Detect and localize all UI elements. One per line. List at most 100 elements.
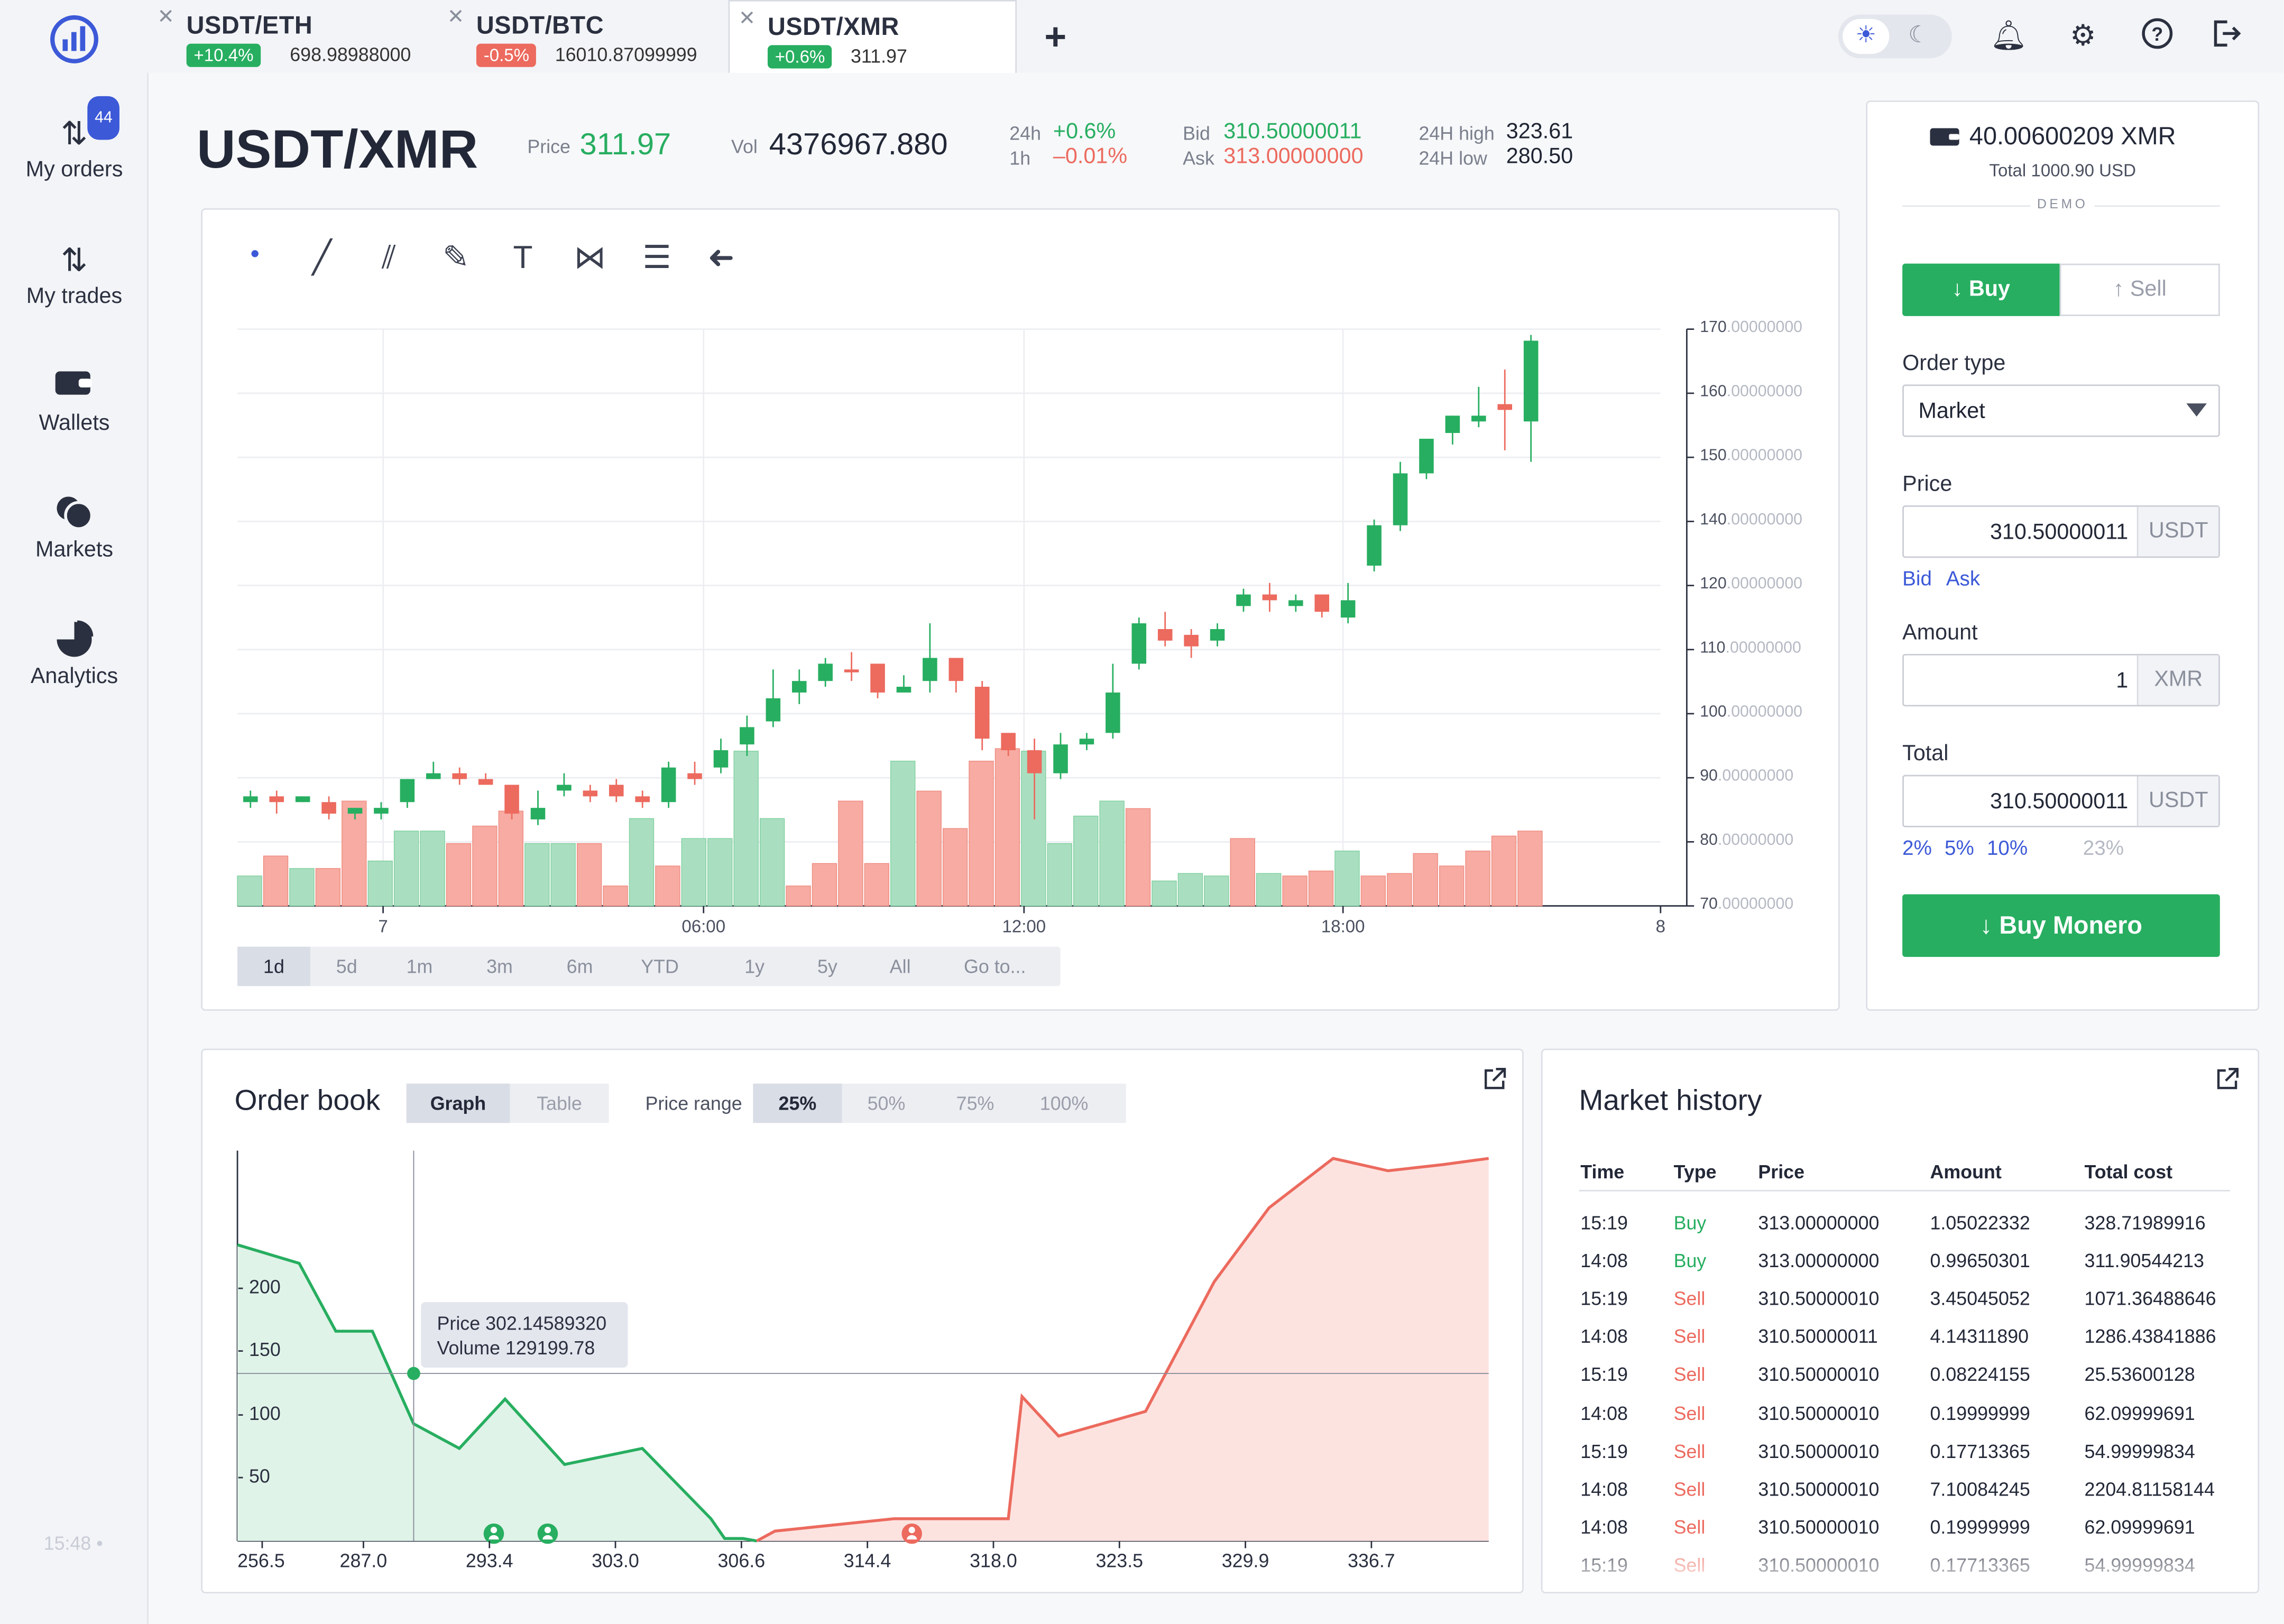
- candle-body: [478, 779, 493, 785]
- sidebar-item-markets[interactable]: Markets: [0, 494, 149, 562]
- price-range-50[interactable]: 50%: [867, 1092, 906, 1114]
- range-1y[interactable]: 1y: [744, 955, 765, 977]
- depth-y-tick: - 100: [237, 1402, 281, 1424]
- volume-bar: [524, 843, 550, 907]
- fib-tool-icon[interactable]: ⫽: [382, 238, 397, 275]
- close-icon[interactable]: ✕: [447, 4, 465, 28]
- price-cell: 310.50000010: [1758, 1440, 1880, 1462]
- tab-usdt-eth[interactable]: ✕ USDT/ETH +10.4% 698.98988000: [149, 0, 437, 73]
- price-range-100[interactable]: 100%: [1039, 1092, 1089, 1114]
- type-cell: Buy: [1673, 1212, 1707, 1234]
- range-5d[interactable]: 5d: [336, 955, 357, 977]
- close-icon[interactable]: ✕: [738, 6, 756, 30]
- candle-body: [923, 658, 937, 681]
- sidebar-item-my-orders[interactable]: ⇅ 44 My orders: [0, 96, 149, 182]
- gear-icon[interactable]: ⚙: [2070, 20, 2096, 53]
- volume-bar: [1047, 843, 1072, 907]
- pct-max-link[interactable]: 23%: [2083, 836, 2124, 860]
- candlestick-chart[interactable]: [0, 0, 1840, 1011]
- y-tick-dec: .00000000: [1725, 639, 1801, 657]
- column-header[interactable]: Amount: [1930, 1160, 2002, 1183]
- candle-body: [1210, 629, 1225, 641]
- amount-cell: 0.19999999: [1930, 1401, 2030, 1424]
- buy-monero-button[interactable]: ↓ Buy Monero: [1902, 894, 2220, 957]
- tab-usdt-btc[interactable]: ✕ USDT/BTC -0.5% 16010.87099999: [438, 0, 727, 73]
- sidebar-item-label: My orders: [25, 157, 123, 182]
- pattern-tool-icon[interactable]: ⋈: [574, 238, 606, 275]
- ask-link[interactable]: Ask: [1946, 566, 1981, 590]
- total-cell: 328.71989916: [2084, 1212, 2206, 1234]
- moon-icon[interactable]: ☾: [1908, 23, 1929, 48]
- ask-value: 313.00000000: [1223, 144, 1364, 169]
- user-order-icon-body: [542, 1535, 553, 1540]
- add-tab-button[interactable]: +: [1044, 14, 1067, 59]
- bid-link[interactable]: Bid: [1902, 566, 1932, 590]
- pct-5-link[interactable]: 5%: [1945, 836, 1974, 860]
- volume-bar: [629, 818, 655, 907]
- external-link-icon[interactable]: [2216, 1067, 2239, 1091]
- graph-view-button[interactable]: Graph: [406, 1083, 510, 1123]
- range-ytd[interactable]: YTD: [641, 955, 679, 977]
- sidebar-item-wallets[interactable]: Wallets: [0, 367, 149, 436]
- pct-10-link[interactable]: 10%: [1986, 836, 2028, 860]
- theme-toggle[interactable]: ☀ ☾: [1838, 14, 1952, 59]
- candle-body: [1053, 744, 1068, 773]
- depth-y-tick-label: 50: [248, 1465, 270, 1487]
- logout-icon[interactable]: [2207, 17, 2245, 56]
- buy-tab[interactable]: ↓ Buy: [1902, 263, 2060, 316]
- text-tool-icon[interactable]: T: [513, 238, 533, 275]
- price-range-75[interactable]: 75%: [956, 1092, 994, 1114]
- help-icon[interactable]: ?: [2138, 17, 2176, 56]
- app-logo-icon[interactable]: [50, 15, 99, 64]
- total-field-label: Total: [1902, 741, 1949, 767]
- buy-monero-label: Buy Monero: [1999, 911, 2143, 940]
- sell-tab[interactable]: ↑ Sell: [2059, 263, 2220, 316]
- range-goto[interactable]: Go to...: [963, 955, 1026, 977]
- table-view-button[interactable]: Table: [537, 1092, 582, 1114]
- range-5y[interactable]: 5y: [817, 955, 837, 977]
- column-header[interactable]: Type: [1673, 1160, 1717, 1183]
- amount-field[interactable]: 1 XMR: [1902, 654, 2220, 707]
- tab-change-badge: +10.4%: [186, 43, 261, 67]
- measure-tool-icon[interactable]: ☰: [642, 238, 671, 275]
- range-1m[interactable]: 1m: [406, 955, 433, 977]
- depth-y-tick-label: 200: [248, 1276, 281, 1298]
- divider: [1579, 1189, 2231, 1192]
- time-range-selector: 1d 5d 1m 3m 6m YTD 1y 5y All Go to...: [237, 946, 1061, 986]
- brush-tool-icon[interactable]: ✎: [442, 238, 469, 275]
- range-all[interactable]: All: [889, 955, 911, 977]
- sidebar-item-my-trades[interactable]: ⇅ My trades: [0, 241, 149, 309]
- candle-body: [243, 796, 258, 802]
- dot-icon[interactable]: •: [250, 238, 260, 268]
- column-header[interactable]: Price: [1758, 1160, 1805, 1183]
- depth-chart[interactable]: [0, 0, 1524, 1593]
- range-3m[interactable]: 3m: [486, 955, 513, 977]
- tab-pair: USDT/BTC: [476, 12, 604, 40]
- total-field[interactable]: 310.50000011 USDT: [1902, 774, 2220, 827]
- line-tool-icon[interactable]: ╱: [312, 238, 332, 275]
- range-6m[interactable]: 6m: [566, 955, 593, 977]
- price-field[interactable]: 310.50000011 USDT: [1902, 505, 2220, 558]
- y-tick-int: 140: [1700, 511, 1727, 529]
- sell-tab-label: Sell: [2130, 276, 2167, 302]
- candle-body: [1340, 600, 1356, 618]
- sun-icon[interactable]: ☀: [1843, 19, 1890, 54]
- balance-total: Total 1000.90 USD: [1989, 160, 2136, 181]
- external-link-icon[interactable]: [1483, 1067, 1506, 1091]
- sidebar-item-analytics[interactable]: Analytics: [0, 620, 149, 689]
- close-icon[interactable]: ✕: [157, 4, 174, 28]
- h1-label: 1h: [1009, 147, 1031, 169]
- column-header[interactable]: Total cost: [2084, 1160, 2173, 1183]
- order-type-select[interactable]: Market: [1902, 384, 2220, 437]
- price-range-25[interactable]: 25%: [753, 1083, 842, 1123]
- column-header[interactable]: Time: [1580, 1160, 1625, 1183]
- candle-body: [948, 658, 964, 681]
- tab-usdt-xmr[interactable]: ✕ USDT/XMR +0.6% 311.97: [728, 0, 1017, 75]
- bell-icon[interactable]: 🔔︎: [1990, 20, 2028, 53]
- candle-body: [1445, 416, 1460, 433]
- tab-price: 311.97: [850, 45, 907, 67]
- volume-bar: [786, 885, 811, 907]
- range-1d[interactable]: 1d: [237, 946, 310, 986]
- pct-2-link[interactable]: 2%: [1902, 836, 1932, 860]
- depth-x-tick-label: 256.5: [237, 1549, 285, 1572]
